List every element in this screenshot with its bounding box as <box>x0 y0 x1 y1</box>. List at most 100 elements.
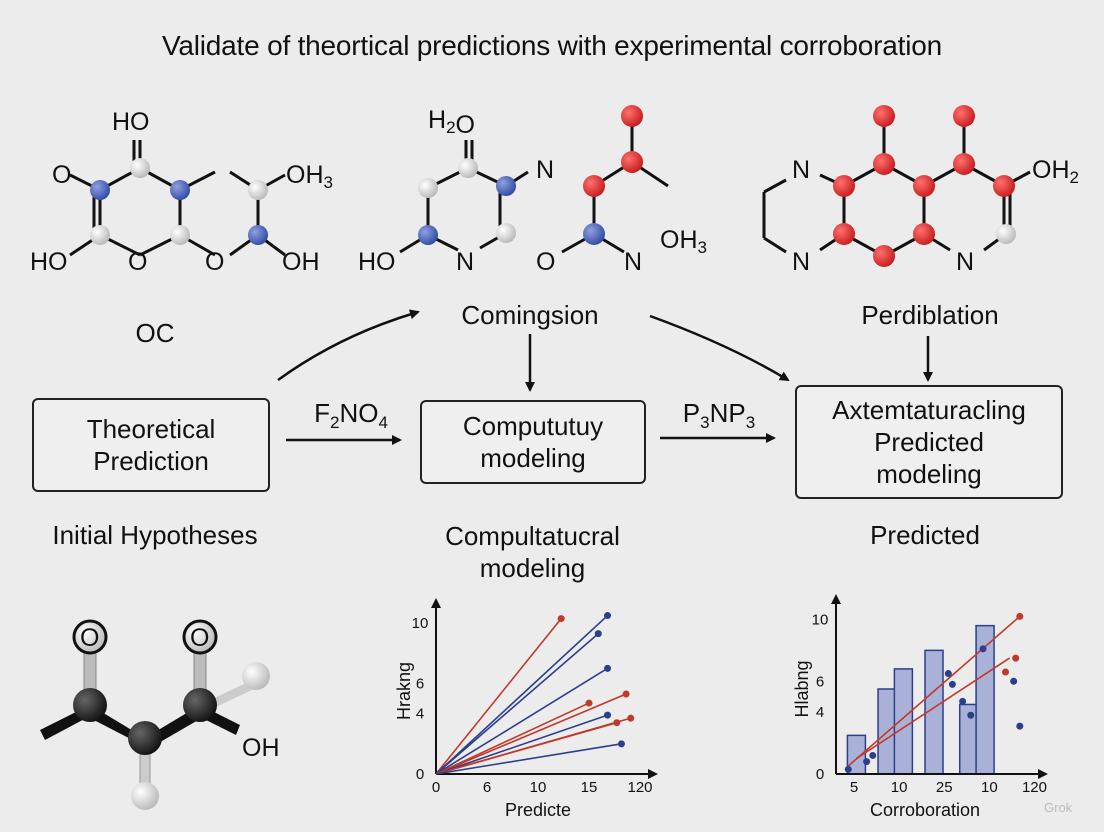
y-axis-label: Hrakng <box>394 662 414 720</box>
y-tick-label: 10 <box>412 615 429 632</box>
series-point <box>604 612 612 620</box>
atom-label: H2O <box>428 106 475 139</box>
line-chart: 0 4 6 10 0 6 10 15 120 Hrakng Predicte <box>394 598 658 820</box>
y-tick-label: 0 <box>416 766 424 783</box>
scatter-point <box>869 751 877 759</box>
atom-label: O <box>190 624 209 652</box>
molecule-middle-b-labels: O N OH3 <box>536 226 707 276</box>
molecule-middle-a-atoms <box>418 158 516 245</box>
series-point <box>627 714 635 722</box>
bar-chart: 0 4 6 10 5 10 25 10 120 Hlabng Corroboration <box>792 594 1048 820</box>
series-line <box>435 743 622 775</box>
molecule-middle-b <box>561 116 669 254</box>
y-tick-label: 6 <box>416 675 424 692</box>
stage-label-oc: OC <box>135 318 175 348</box>
y-axis-arrow <box>831 594 841 604</box>
y-tick-label: 6 <box>816 673 824 690</box>
edge-label-p3np3: P3NP3 <box>682 398 756 433</box>
atom-label: N <box>792 156 810 184</box>
atom-label: HO <box>112 108 150 136</box>
scatter-point <box>1010 677 1018 685</box>
x-axis-arrow <box>1038 769 1048 779</box>
page-title: Validate of theortical predictions with … <box>161 30 943 61</box>
scatter-point <box>1001 668 1009 676</box>
atom-label: OH3 <box>286 161 333 192</box>
series-line <box>435 702 590 775</box>
molecule-right <box>762 116 1031 258</box>
molecule-left-labels: HO O OH3 HO O O OH <box>30 108 333 276</box>
stage-label-perdiblation: Perdiblation <box>861 300 999 330</box>
molecule-left-atoms <box>90 158 268 245</box>
series-point <box>622 690 630 698</box>
box-line: modeling <box>480 443 586 473</box>
atom-label: N <box>624 248 642 276</box>
atom-label: O <box>536 248 555 276</box>
scatter-point <box>959 697 967 705</box>
x-axis-label: Predicte <box>505 800 571 820</box>
x-tick-label: 10 <box>891 779 908 796</box>
x-axis-arrow <box>648 769 658 779</box>
series-line <box>435 633 599 775</box>
section-label-line: modeling <box>479 553 586 583</box>
x-tick-label: 120 <box>627 779 652 796</box>
series-point <box>594 630 602 638</box>
series-point <box>604 664 612 672</box>
series-point <box>617 740 625 748</box>
x-tick-label: 5 <box>850 779 858 796</box>
series-line <box>435 714 608 775</box>
box-line: modeling <box>876 459 982 489</box>
flow-arrows <box>277 309 933 445</box>
theoretical-prediction-box: Theoretical Prediction <box>32 398 270 492</box>
section-label-initial: Initial Hypotheses <box>52 520 258 550</box>
atom-label: N <box>456 248 474 276</box>
series-line <box>435 693 627 775</box>
experimental-predicted-box: Axtemtaturacling Predicted modeling <box>795 385 1063 499</box>
y-axis-label: Hlabng <box>792 660 812 717</box>
scatter-point <box>944 670 952 678</box>
atom-label: O <box>52 161 71 189</box>
y-tick-label: 4 <box>416 706 424 723</box>
molecule-bottom-left <box>40 619 270 810</box>
series-point <box>557 615 565 623</box>
atom-label: O <box>80 624 99 652</box>
y-tick-label: 0 <box>816 766 824 783</box>
trend-line <box>845 615 1021 769</box>
atom-label: N <box>956 248 974 276</box>
molecule-right-labels: N OH2 N N <box>792 156 1079 276</box>
y-tick-label: 10 <box>812 611 829 628</box>
x-tick-label: 15 <box>581 779 598 796</box>
scatter-point <box>844 765 852 773</box>
computational-modeling-box: Compututuy modeling <box>420 400 646 484</box>
molecule-right-atoms <box>833 105 1016 267</box>
x-tick-label: 0 <box>432 779 440 796</box>
box-line: Compututuy <box>462 411 604 441</box>
scatter-point <box>1012 654 1020 662</box>
atom-label: N <box>792 248 810 276</box>
atom-label: O <box>128 248 147 276</box>
box-line: Theoretical <box>86 414 216 444</box>
molecule-middle-a-labels: H2O N HO N <box>358 106 554 276</box>
series-line <box>435 721 618 775</box>
box-line: Predicted <box>874 427 984 457</box>
series-line <box>435 618 562 775</box>
series-line <box>435 667 608 775</box>
series-point <box>585 699 593 707</box>
edge-label-f2no4: F2NO4 <box>314 398 388 433</box>
box-line: Prediction <box>93 446 209 476</box>
bar <box>893 668 914 775</box>
atom-label: O <box>205 248 224 276</box>
atom-label: N <box>536 156 554 184</box>
scatter-point <box>979 645 987 653</box>
molecule-bottom-left-labels: O O OH <box>80 624 280 762</box>
scatter-point <box>1016 722 1024 730</box>
scatter-point <box>948 680 956 688</box>
x-tick-label: 10 <box>981 779 998 796</box>
scatter-point <box>863 758 871 766</box>
series-line <box>435 614 609 775</box>
atom-label: OH <box>242 734 280 762</box>
y-axis-arrow <box>431 598 441 608</box>
watermark-text: Grok <box>1044 800 1073 815</box>
scatter-point <box>1016 612 1024 620</box>
stage-label-comingsion: Comingsion <box>461 300 599 330</box>
x-tick-label: 6 <box>483 779 491 796</box>
